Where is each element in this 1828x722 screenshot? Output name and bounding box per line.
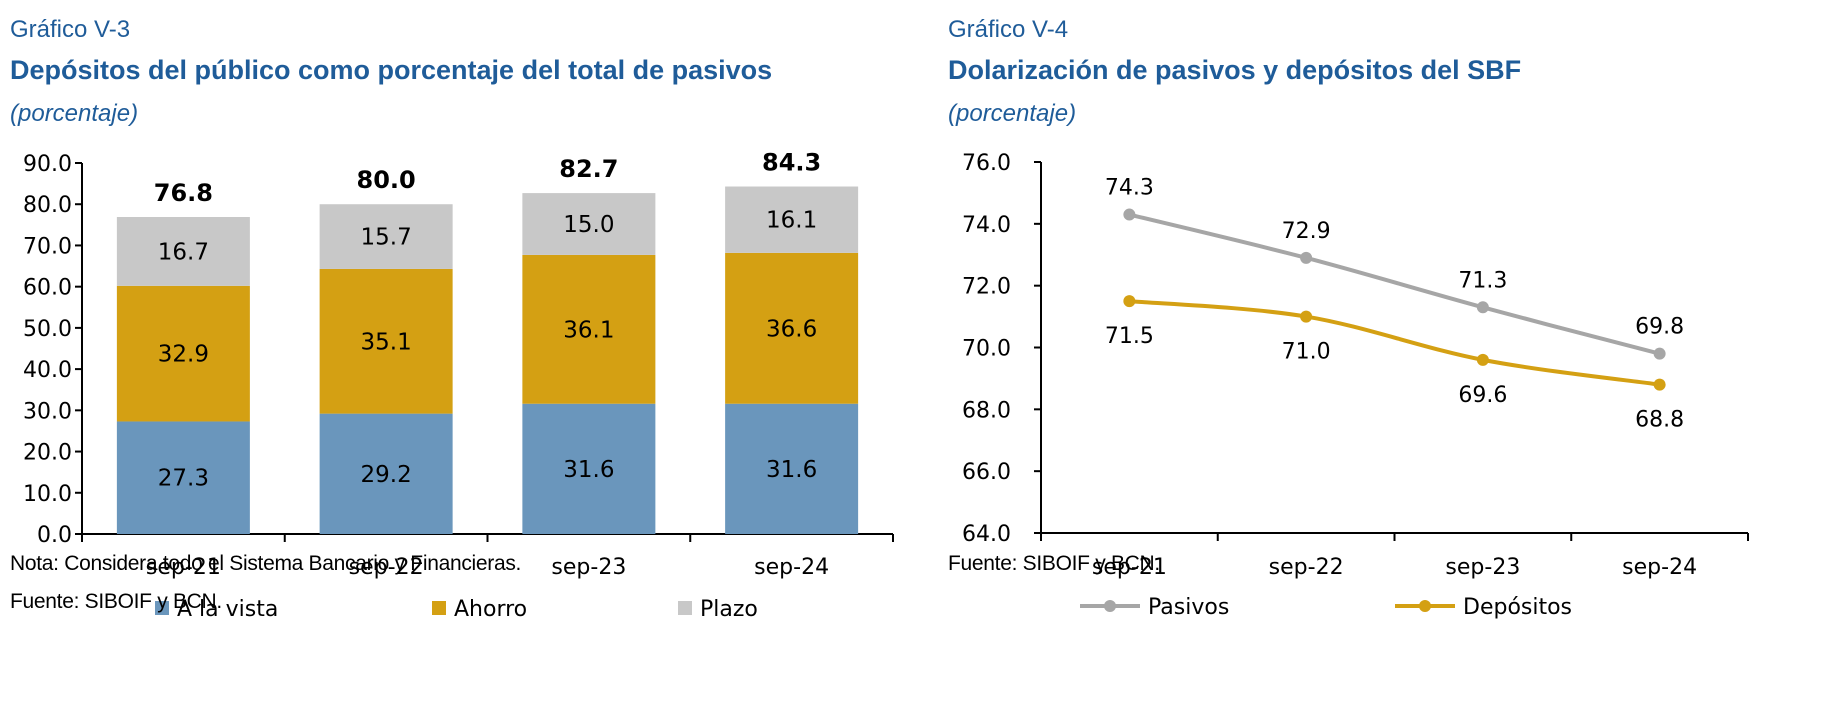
x-tick-label: sep-22: [1269, 555, 1344, 580]
data-label: 36.1: [563, 317, 614, 343]
legend-label: Pasivos: [1148, 595, 1229, 620]
right-chart-panel: Gráfico V-4 Dolarización de pasivos y de…: [940, 0, 1828, 722]
chart-subtitle: (porcentaje): [10, 100, 139, 127]
data-label: 31.6: [563, 457, 614, 483]
data-label: 36.6: [766, 316, 817, 342]
data-point: [1653, 347, 1666, 360]
y-tick-label: 90.0: [23, 152, 72, 177]
data-point: [1300, 310, 1313, 323]
legend-label: Ahorro: [454, 597, 527, 622]
x-tick-label: sep-22: [349, 555, 424, 580]
y-tick-label: 70.0: [962, 337, 1011, 362]
y-tick-label: 68.0: [962, 398, 1011, 423]
y-tick-label: 30.0: [23, 399, 72, 424]
data-label: 71.0: [1282, 340, 1331, 365]
series-line-pasivos: [1128, 212, 1661, 356]
data-point: [1300, 251, 1313, 264]
data-point: [1123, 208, 1136, 221]
chart-title: Depósitos del público como porcentaje de…: [10, 55, 773, 85]
y-tick-label: 80.0: [23, 193, 72, 218]
bar-segment: [116, 421, 250, 534]
legend-marker: [1104, 600, 1116, 612]
data-point: [1123, 295, 1136, 308]
data-label: 15.0: [563, 212, 614, 238]
y-tick-label: 60.0: [23, 276, 72, 301]
series-line-depositos: [1129, 299, 1660, 387]
bar-segment: [725, 252, 859, 404]
x-tick-label: sep-23: [1445, 555, 1520, 580]
y-tick-label: 0.0: [37, 523, 72, 548]
legend-swatch: [678, 601, 692, 615]
total-label: 80.0: [357, 166, 416, 194]
total-label: 76.8: [154, 179, 213, 207]
legend-label: Depósitos: [1463, 595, 1572, 620]
chart-subtitle: (porcentaje): [948, 100, 1077, 127]
legend-label: Plazo: [700, 597, 758, 622]
bar-segment: [522, 254, 656, 404]
line-chart: 64.0 66.0 68.0 70.0 72.0 74.0 76.0 sep-21 sep-22…: [962, 151, 1749, 620]
x-tick-label: sep-23: [551, 555, 626, 580]
data-label: 69.8: [1635, 315, 1684, 340]
data-label: 35.1: [361, 329, 412, 355]
figure-number: Gráfico V-4: [948, 16, 1069, 43]
bar-segment: [725, 186, 859, 253]
chart-title: Dolarización de pasivos y depósitos del …: [948, 55, 1522, 85]
bar-segment: [319, 413, 453, 534]
y-tick-label: 74.0: [962, 213, 1011, 238]
chart-source: Fuente: SIBOIF y BCN.: [10, 590, 222, 613]
data-label: 71.5: [1105, 324, 1154, 349]
bar-segment: [725, 403, 859, 534]
y-tick-label: 64.0: [962, 522, 1011, 547]
data-label: 68.8: [1635, 408, 1684, 433]
legend-swatch: [432, 601, 446, 615]
data-label: 32.9: [158, 342, 209, 368]
data-point: [1476, 353, 1489, 366]
data-label: 72.9: [1282, 219, 1331, 244]
data-label: 16.1: [766, 208, 817, 234]
data-label: 16.7: [158, 239, 209, 265]
y-tick-label: 40.0: [23, 358, 72, 383]
bar-segment: [522, 403, 656, 534]
data-label: 71.3: [1458, 268, 1507, 293]
y-tick-label: 20.0: [23, 441, 72, 466]
y-tick-label: 66.0: [962, 460, 1011, 485]
y-tick-label: 76.0: [962, 151, 1011, 176]
y-tick-label: 10.0: [23, 482, 72, 507]
data-point: [1653, 378, 1666, 391]
bar-segment: [116, 217, 250, 286]
x-tick-label: sep-21: [1092, 555, 1167, 580]
total-label: 84.3: [762, 148, 821, 176]
chart-source: Fuente: SIBOIF y BCN.: [948, 552, 1160, 575]
data-label: 74.3: [1105, 176, 1154, 201]
left-chart-panel: Gráfico V-3 Depósitos del público como p…: [10, 16, 894, 622]
figure-number: Gráfico V-3: [10, 16, 131, 43]
data-label: 31.6: [766, 457, 817, 483]
total-label: 82.7: [559, 155, 618, 183]
bar-segment: [319, 204, 453, 269]
data-label: 69.6: [1458, 383, 1507, 408]
x-tick-label: sep-21: [146, 555, 221, 580]
chart-note: Nota: Considera todo el Sistema Bancario…: [10, 552, 522, 575]
x-tick-label: sep-24: [1622, 555, 1697, 580]
x-tick-label: sep-24: [754, 555, 829, 580]
y-tick-label: 72.0: [962, 275, 1011, 300]
legend-swatch: [155, 601, 169, 615]
bar-segment: [522, 193, 656, 255]
y-tick-label: 50.0: [23, 317, 72, 342]
bar-segment: [116, 285, 250, 422]
data-label: 29.2: [361, 462, 412, 488]
data-label: 27.3: [158, 466, 209, 492]
data-point: [1476, 301, 1489, 314]
y-tick-label: 70.0: [23, 234, 72, 259]
legend-marker: [1419, 600, 1431, 612]
stacked-bar-chart: 0.0 10.0 20.0 30.0 40.0 50.0 60.0 70.0 80.0 90.0 2…: [23, 148, 894, 622]
data-label: 15.7: [361, 225, 412, 251]
legend-label: A la vista: [177, 597, 278, 622]
bar-segment: [319, 268, 453, 414]
